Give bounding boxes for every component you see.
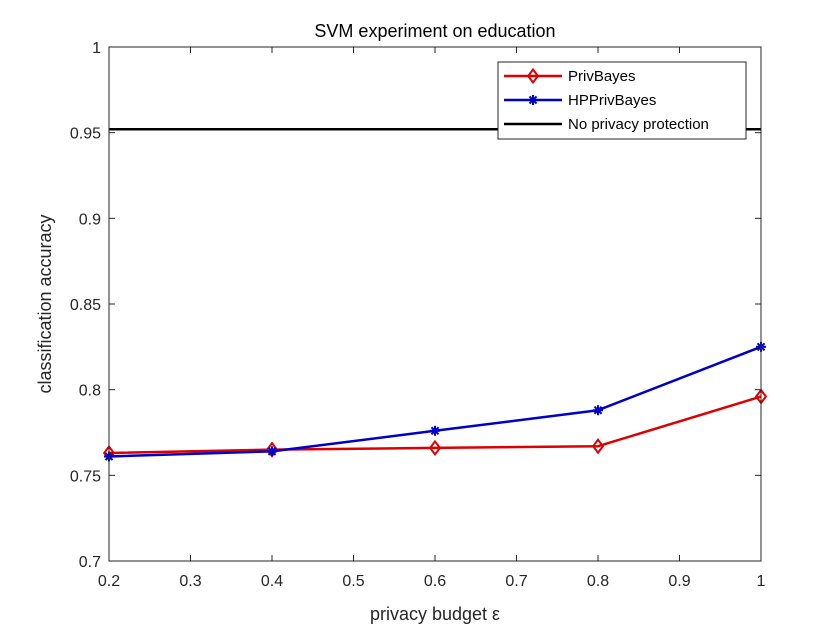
x-axis-title: privacy budget ε	[370, 604, 500, 624]
data-point	[430, 425, 440, 436]
y-tick-label: 0.8	[79, 383, 101, 400]
x-tick-label: 0.5	[342, 573, 364, 590]
y-tick-label: 0.75	[70, 468, 101, 485]
x-tick-label: 1	[757, 573, 766, 590]
legend-label: PrivBayes	[568, 68, 636, 85]
x-tick-label: 0.8	[587, 573, 609, 590]
legend-label: No privacy protection	[568, 116, 709, 133]
y-tick-label: 1	[92, 40, 101, 57]
legend: PrivBayes HPPrivBayes No privacy protectio…	[497, 61, 747, 140]
y-tick-label: 0.85	[70, 297, 101, 314]
x-tick-label: 0.2	[98, 573, 120, 590]
legend-label: HPPrivBayes	[568, 92, 656, 109]
x-tick-label: 0.4	[261, 573, 283, 590]
axes-layer: 0.2 0.3 0.4 0.5 0.6 0.7 0.8 0.9 1 0.7 0.75 0.8 0.85 0…	[70, 40, 766, 590]
x-tick-label: 0.6	[424, 573, 446, 590]
y-tick-label: 0.9	[79, 211, 101, 228]
y-tick-label: 0.95	[70, 126, 101, 143]
legend-marker	[528, 95, 538, 105]
data-point	[591, 438, 605, 455]
data-point	[593, 405, 603, 416]
y-tick-label: 0.7	[79, 554, 101, 571]
y-axis-title: classification accuracy	[35, 214, 55, 393]
x-tick-label: 0.3	[179, 573, 201, 590]
legend-marker	[526, 67, 540, 85]
x-tick-label: 0.7	[505, 573, 527, 590]
chart-title: SVM experiment on education	[314, 21, 555, 41]
data-point	[267, 446, 277, 457]
x-tick-label: 0.9	[668, 573, 690, 590]
series-line-0	[108, 395, 762, 455]
data-point	[428, 439, 442, 457]
